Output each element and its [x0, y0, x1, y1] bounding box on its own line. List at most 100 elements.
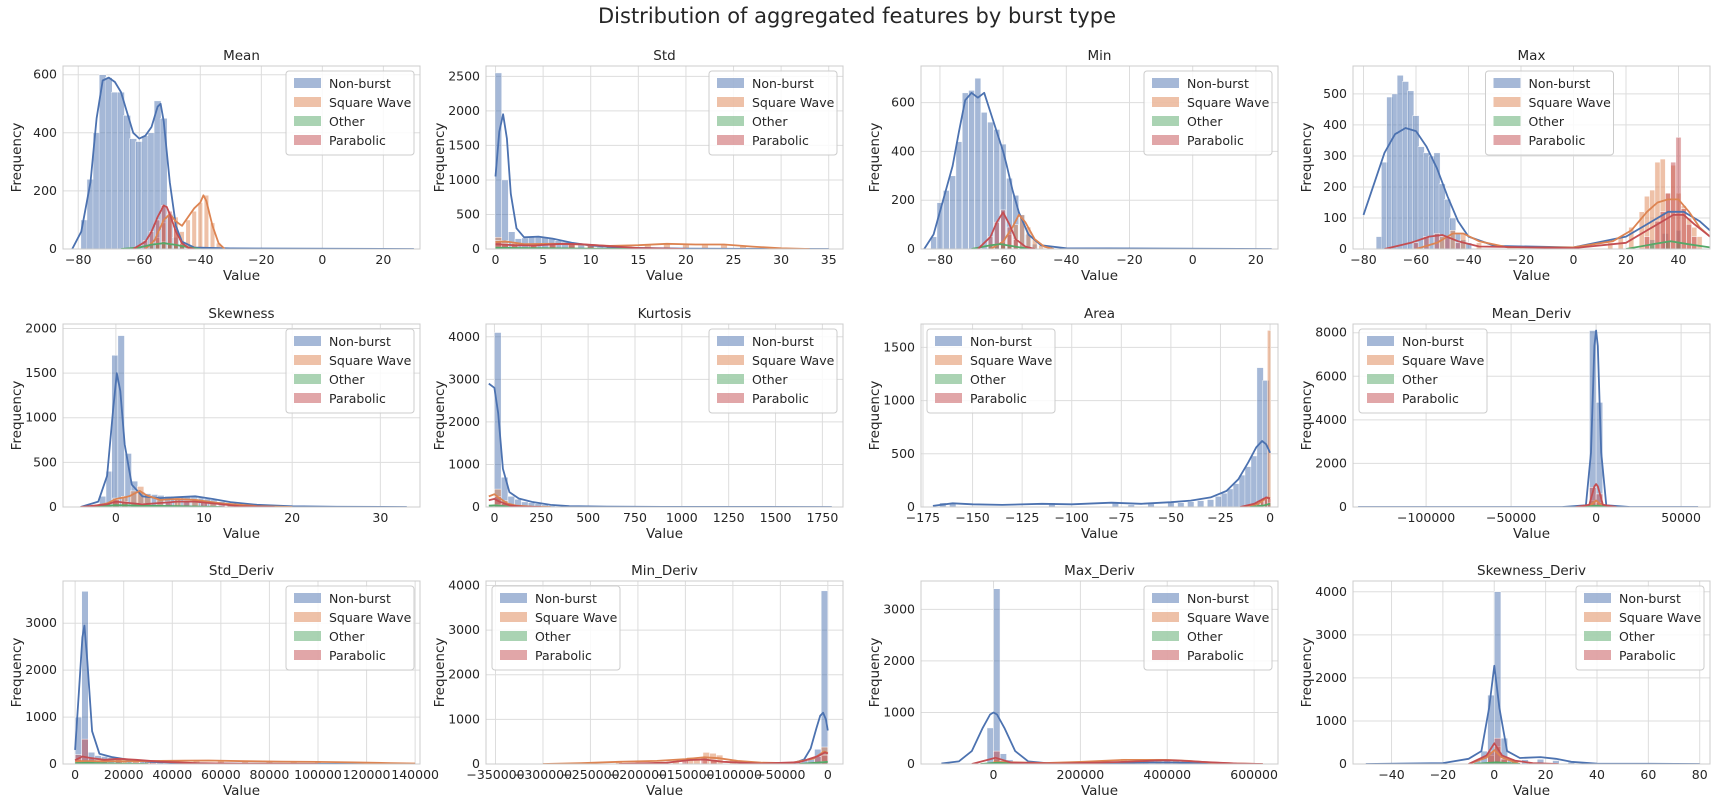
legend-label: Square Wave [752, 353, 835, 368]
legend-box [1485, 70, 1614, 156]
legend-item: Square Wave [935, 353, 1053, 368]
histogram-bar [949, 175, 956, 249]
y-tick-label: 200 [1323, 179, 1347, 194]
legend-swatch [294, 116, 321, 126]
x-tick-label: 60 [1640, 767, 1656, 782]
kde-line [971, 756, 1263, 764]
x-tick-label: 250 [529, 510, 553, 525]
legend-item: Non-burst [1152, 76, 1249, 91]
legend: Non-burst Square Wave Other Parabolic [285, 328, 415, 414]
legend-item: Other [500, 629, 571, 644]
plot-frame [920, 580, 1279, 765]
x-axis-label: Value [1081, 783, 1118, 799]
legend-swatch [935, 336, 962, 346]
x-axis-label: Value [646, 268, 683, 284]
legend-item: Non-burst [294, 591, 391, 606]
legend-swatch [1152, 593, 1179, 603]
kde-line [495, 242, 686, 249]
legend-swatch [1152, 650, 1179, 660]
y-tick-label: 400 [891, 143, 915, 158]
legend-swatch [1493, 135, 1521, 145]
legend-swatch [500, 612, 527, 622]
histogram-bar [1607, 242, 1614, 249]
x-tick-label: 0 [1189, 252, 1197, 267]
legend-label: Parabolic [1529, 133, 1586, 148]
legend-label: Non-burst [1529, 76, 1591, 91]
histogram-bar [1644, 236, 1650, 249]
x-tick-label: −125 [1005, 510, 1039, 525]
x-tick-label: −50000 [1486, 510, 1536, 525]
legend-swatch [1152, 612, 1179, 622]
x-tick-label: −150000 [656, 767, 714, 782]
plot-frame [485, 323, 844, 508]
plot-frame [1352, 580, 1711, 765]
legend-label: Parabolic [1402, 391, 1459, 406]
x-tick-label: −40 [1378, 767, 1404, 782]
plot-area [71, 74, 414, 249]
y-axis-label: Frequency [432, 123, 448, 193]
y-axis-label: Frequency [432, 381, 448, 451]
legend-swatch [1367, 336, 1394, 346]
y-tick-label: 2000 [1315, 670, 1347, 685]
chart-title: Min [1088, 48, 1112, 64]
legend-label: Parabolic [1187, 648, 1244, 663]
x-tick-label: 1500 [760, 510, 792, 525]
legend-item: Square Wave [717, 353, 835, 368]
y-tick-label: 4000 [1315, 584, 1347, 599]
legend-item: Parabolic [717, 133, 809, 148]
legend-swatch [294, 336, 321, 346]
legend-swatch [294, 97, 321, 107]
x-tick-label: −20 [1508, 252, 1534, 267]
y-axis-label: Frequency [867, 638, 883, 708]
histogram-bar [820, 590, 829, 764]
legend-item: Non-burst [294, 76, 391, 91]
legend-label: Parabolic [752, 391, 809, 406]
histogram-bar [1250, 455, 1258, 507]
legend-label: Non-burst [752, 334, 814, 349]
y-tick-label: 1000 [448, 172, 480, 187]
kde-line [71, 76, 414, 249]
legend-swatch [294, 78, 321, 88]
y-tick-label: 2000 [448, 103, 480, 118]
kde-line [971, 243, 1035, 249]
histogram-bar [1256, 367, 1264, 507]
chart-title: Mean [223, 48, 260, 64]
x-tick-label: 35 [821, 252, 837, 267]
legend-swatch [717, 116, 744, 126]
legend-box [285, 70, 415, 156]
histogram-bar [1177, 502, 1185, 507]
legend-item: Other [1367, 372, 1438, 387]
plot-frame [1352, 323, 1711, 508]
legend-box [708, 70, 838, 156]
histogram-bar [1494, 591, 1502, 764]
y-tick-label: 3000 [448, 371, 480, 386]
legend-swatch [1367, 355, 1394, 365]
x-tick-label: 20 [1248, 252, 1264, 267]
x-tick-label: 50000 [1661, 510, 1701, 525]
histogram-bar [1187, 501, 1195, 507]
legend: Non-burst Square Wave Other Parabolic [1143, 70, 1273, 156]
legend-swatch [294, 393, 321, 403]
plot-area [941, 588, 1263, 764]
legend-label: Parabolic [970, 391, 1027, 406]
x-tick-label: −20 [1116, 252, 1142, 267]
chart-skewness: 0 10 20 30 0 500 1000 1500 2000 Skewness Value Freq… [9, 306, 421, 542]
y-tick-label: 1000 [25, 709, 57, 724]
plot-frame [485, 580, 844, 765]
x-tick-label: 0 [990, 767, 998, 782]
legend-label: Non-burst [329, 334, 391, 349]
y-axis-label: Frequency [1299, 123, 1315, 193]
x-tick-label: −80 [927, 252, 953, 267]
x-tick-label: 1250 [713, 510, 745, 525]
y-tick-label: 2000 [448, 414, 480, 429]
histogram-bar [1267, 330, 1272, 507]
legend-item: Other [294, 629, 365, 644]
chart-title: Max_Deriv [1064, 563, 1135, 579]
legend-swatch [1152, 78, 1179, 88]
legend-item: Square Wave [294, 95, 412, 110]
histogram-bar [191, 210, 197, 249]
chart-std: 0 5 10 15 20 25 30 35 0 500 1000 1500 2000 2500 Std Val… [432, 48, 844, 284]
x-tick-label: 750 [623, 510, 647, 525]
histogram-bar [81, 591, 89, 764]
